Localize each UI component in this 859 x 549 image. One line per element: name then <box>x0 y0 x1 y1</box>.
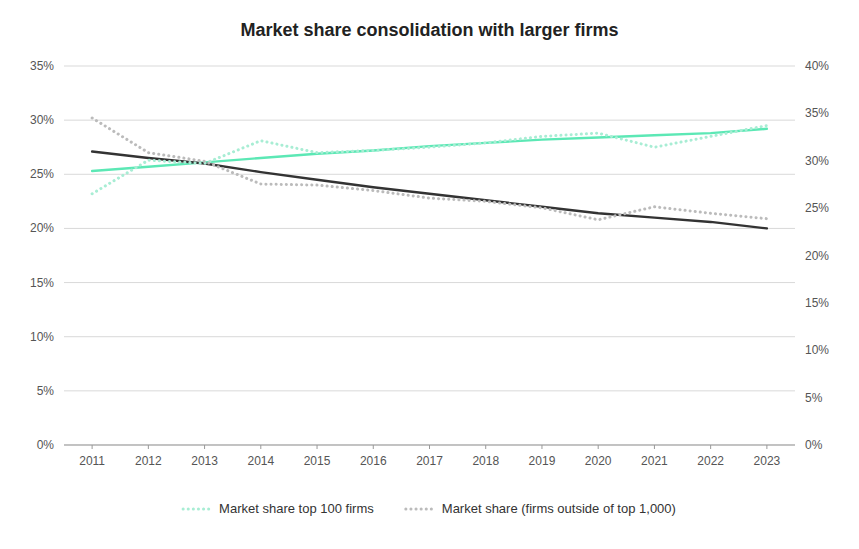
x-tick-label: 2019 <box>529 454 556 468</box>
x-tick-label: 2020 <box>585 454 612 468</box>
x-tick-label: 2017 <box>416 454 443 468</box>
y-tick-label: 0% <box>37 438 55 452</box>
x-tick <box>92 445 93 449</box>
legend-item: Market share (firms outside of top 1,000… <box>406 501 676 516</box>
y2-tick-label: 15% <box>805 296 829 310</box>
x-tick <box>654 445 655 449</box>
y2-tick-label: 0% <box>805 438 823 452</box>
y-tick-label: 20% <box>30 221 54 235</box>
x-tick <box>766 445 767 449</box>
x-tick-label: 2021 <box>641 454 668 468</box>
data <box>92 118 767 228</box>
axes: 0% 5% 10% 15% 20% 25% 30% 35% 0% 5% 10% 15% 20% 25% 30… <box>30 59 829 468</box>
grid <box>64 66 795 445</box>
x-tick-label: 2016 <box>360 454 387 468</box>
y-tick-label: 5% <box>37 384 55 398</box>
x-tick <box>541 445 542 449</box>
y2-tick-label: 30% <box>805 154 829 168</box>
trend-line <box>92 152 767 229</box>
x-tick-label: 2022 <box>697 454 724 468</box>
legend: Market share top 100 firms Market share (… <box>183 501 676 516</box>
y-tick-label: 25% <box>30 167 54 181</box>
grid-line <box>64 282 795 283</box>
x-tick-label: 2012 <box>135 454 162 468</box>
x-tick <box>260 445 261 449</box>
y2-tick-label: 10% <box>805 343 829 357</box>
x-tick <box>148 445 149 449</box>
y2-tick-label: 5% <box>805 391 823 405</box>
legend-swatch <box>183 508 211 511</box>
x-tick <box>204 445 205 449</box>
grid-line <box>64 390 795 391</box>
grid-line <box>64 228 795 229</box>
dotted-line <box>92 118 767 220</box>
background <box>0 0 859 549</box>
page: {"chart_data": { "type": "line", "title"… <box>0 0 859 549</box>
x-tick <box>485 445 486 449</box>
x-tick <box>598 445 599 449</box>
y2-tick-label: 35% <box>805 106 829 120</box>
title: Market share consolidation with larger f… <box>240 20 618 40</box>
legend-item: Market share top 100 firms <box>183 501 374 516</box>
x-tick-label: 2011 <box>79 454 105 468</box>
y-tick-label: 35% <box>30 59 54 73</box>
x-tick-label: 2015 <box>304 454 331 468</box>
y-tick-label: 10% <box>30 330 54 344</box>
x-tick-label: 2018 <box>472 454 499 468</box>
legend-label: Market share top 100 firms <box>219 501 374 516</box>
x-tick <box>373 445 374 449</box>
y-tick-label: 30% <box>30 113 54 127</box>
x-tick <box>429 445 430 449</box>
y-tick-label: 15% <box>30 276 54 290</box>
x-tick-label: 2014 <box>247 454 274 468</box>
legend-label: Market share (firms outside of top 1,000… <box>442 501 676 516</box>
x-tick <box>317 445 318 449</box>
x-tick-label: 2013 <box>191 454 218 468</box>
grid-line <box>64 66 795 67</box>
y2-tick-label: 40% <box>805 59 829 73</box>
y2-tick-label: 20% <box>805 249 829 263</box>
grid-line <box>64 336 795 337</box>
y2-tick-label: 25% <box>805 201 829 215</box>
x-tick-label: 2023 <box>754 454 781 468</box>
chart: Market share consolidation with larger f… <box>0 0 859 549</box>
legend-swatch <box>406 508 434 511</box>
grid-line <box>64 174 795 175</box>
trend-line <box>92 129 767 171</box>
grid-line <box>64 120 795 121</box>
x-tick <box>710 445 711 449</box>
